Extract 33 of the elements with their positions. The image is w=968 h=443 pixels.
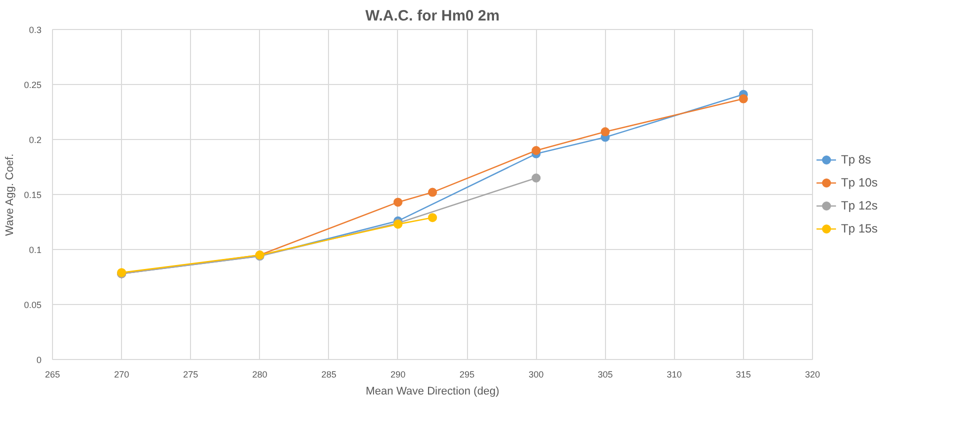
x-tick-label: 285 (321, 370, 336, 380)
x-tick-label: 305 (598, 370, 613, 380)
x-tick-label: 300 (528, 370, 544, 380)
y-tick-label: 0.3 (28, 25, 42, 35)
x-tick-label: 310 (666, 370, 682, 380)
point (532, 146, 541, 155)
y-tick-label: 0 (36, 355, 42, 365)
legend-label: Tp 12s (841, 198, 878, 212)
x-tick-label: 295 (460, 370, 475, 380)
chart-title: W.A.C. for Hm0 2m (365, 8, 500, 24)
y-tick-label: 0.2 (28, 135, 42, 145)
x-tick-label: 275 (183, 370, 198, 380)
x-tick-label: 320 (804, 370, 820, 380)
point (428, 188, 437, 197)
y-tick-label: 0.25 (24, 80, 42, 90)
y-tick-label: 0.1 (28, 245, 42, 255)
legend-label: Tp 8s (841, 152, 872, 166)
point (532, 174, 541, 182)
x-tick-label: 315 (736, 370, 751, 380)
point (428, 213, 437, 222)
y-axis-title: Wave Agg. Coef. (4, 154, 16, 236)
x-tick-label: 270 (114, 370, 130, 380)
x-tick-label: 265 (44, 370, 60, 380)
legend-label: Tp 10s (841, 176, 878, 190)
y-tick-label: 0.05 (24, 300, 42, 310)
point (393, 198, 402, 207)
point (600, 127, 610, 136)
legend-label: Tp 15s (841, 222, 878, 236)
x-tick-label: 290 (390, 370, 406, 380)
point (738, 94, 748, 104)
y-tick-label: 0.15 (24, 190, 42, 200)
x-axis-title: Mean Wave Direction (deg) (366, 386, 500, 398)
x-tick-label: 280 (252, 370, 268, 380)
